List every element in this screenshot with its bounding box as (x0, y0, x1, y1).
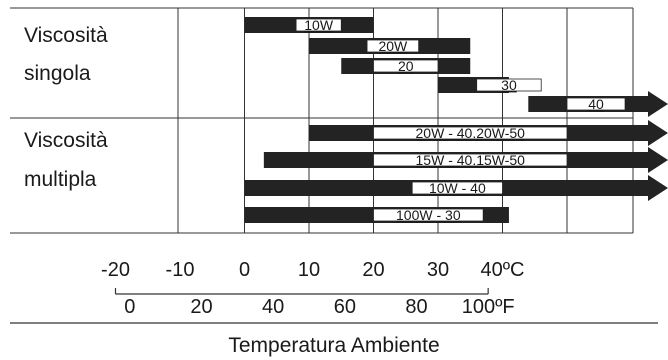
bar-2: 20W (309, 38, 471, 54)
bars-layer: 10W 20W 20 30 40 20W - 40.20W-50 15W - 40.15W-… (244, 17, 668, 223)
temperature-axis: -20 -10 0 10 20 30 40ºC 0 20 40 60 80 100ºF (101, 259, 524, 318)
bar-3-label: 20 (398, 58, 414, 74)
bar-5-label: 40 (588, 96, 604, 112)
fahrenheit-tick-60: 60 (334, 296, 356, 318)
group-2-label-line2: multipla (24, 168, 97, 191)
celsius-tick-20: 20 (362, 259, 384, 281)
bar-5: 40 (528, 91, 668, 117)
group-1-label-line1: Viscosità (24, 24, 108, 47)
celsius-tick--10: -10 (166, 259, 195, 281)
celsius-tick-0: 0 (239, 259, 250, 281)
bar-7-label-box (373, 153, 568, 167)
bar-9-label: 100W - 30 (396, 207, 461, 223)
bar-7: 15W - 40.15W-50 (263, 147, 668, 173)
x-axis-title: Temperatura Ambiente (228, 334, 439, 357)
celsius-tick--20: -20 (101, 259, 130, 281)
bar-4: 30 (438, 77, 542, 93)
bar-9: 100W - 30 (244, 207, 509, 223)
bar-3-label-box (373, 59, 439, 73)
bar-2-label-box (366, 39, 420, 53)
fahrenheit-tick-20: 20 (190, 296, 212, 318)
bar-7-label: 15W - 40.15W-50 (416, 152, 526, 168)
group-2-label-line1: Viscosità (24, 129, 108, 152)
celsius-tick-30: 30 (427, 259, 449, 281)
celsius-tick-40: 40ºC (481, 259, 525, 281)
fahrenheit-tick-0: 0 (124, 296, 135, 318)
bar-8: 10W - 40 (244, 175, 668, 201)
bar-3: 20 (341, 58, 471, 74)
bar-5-label-box (566, 97, 626, 111)
bar-6: 20W - 40.20W-50 (309, 120, 668, 146)
bar-1-label-box (295, 18, 342, 32)
group-labels: Viscosità singola Viscosità multipla (24, 24, 108, 191)
bar-6-label-box (373, 126, 568, 140)
bar-8-label: 10W - 40 (429, 180, 486, 196)
bar-9-label-box (373, 208, 484, 222)
bar-1-label: 10W (304, 17, 334, 33)
fahrenheit-tick-80: 80 (405, 296, 427, 318)
fahrenheit-tick-40: 40 (262, 296, 284, 318)
group-1-label-line2: singola (24, 62, 91, 85)
bar-8-label-box (411, 181, 503, 195)
bar-6-label: 20W - 40.20W-50 (416, 125, 526, 141)
celsius-tick-10: 10 (298, 259, 320, 281)
bar-4-label: 30 (501, 77, 517, 93)
bar-2-label: 20W (378, 38, 408, 54)
fahrenheit-tick-100: 100ºF (462, 296, 515, 318)
bar-4-label-box (476, 78, 542, 92)
bar-1: 10W (244, 17, 374, 33)
